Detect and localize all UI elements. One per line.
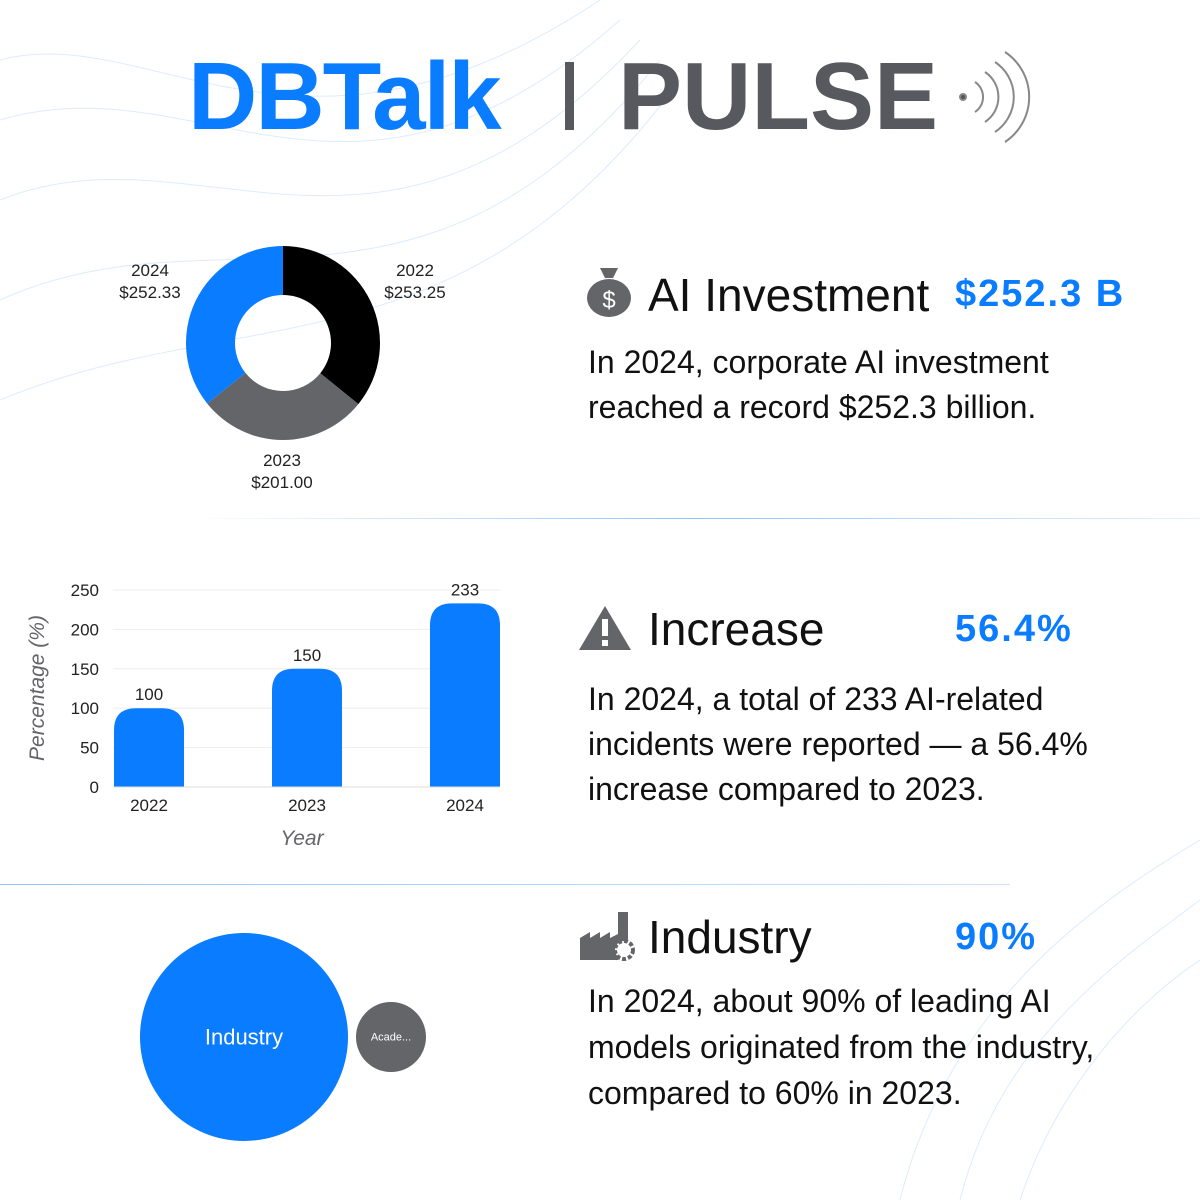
donut-label-2023: 2023 $201.00 [232,450,332,494]
donut-slice-2022 [283,246,380,405]
x-tick-label: 2022 [130,796,168,815]
bubble-1 [356,1002,426,1072]
y-axis-title: Percentage (%) [26,615,49,761]
donut-value: $201.00 [251,473,313,492]
donut-slice-2024 [185,246,283,404]
increase-title: Increase [648,603,825,655]
donut-value: $252.33 [119,283,181,302]
factory-icon [580,912,635,961]
y-tick-label: 250 [71,581,99,600]
industry-text: In 2024, about 90% of leading AI models … [588,983,1095,1111]
investment-text: In 2024, corporate AI investment reached… [588,344,1049,425]
product-logo: PULSE [618,43,939,150]
donut-year: 2022 [396,261,434,280]
y-tick-label: 200 [71,620,99,639]
donut-slice-2023 [207,372,359,441]
investment-title: AI Investment [648,269,930,321]
x-axis-title: Year [280,827,324,850]
increase-value: 56.4% [955,608,1073,650]
donut-label-2024: 2024 $252.33 [100,260,200,304]
donut-year: 2024 [131,261,169,280]
industry-title: Industry [648,911,812,963]
logo-separator [565,62,574,130]
divider [0,884,1010,885]
data-label: 233 [451,580,479,599]
y-tick-label: 50 [80,739,99,758]
signal-waves-icon [959,51,1031,143]
increase-text: In 2024, a total of 233 AI-related incid… [588,681,1088,807]
bubble-chart: Industry Acade... [140,933,426,1141]
donut-value: $253.25 [384,283,446,302]
y-tick-label: 100 [71,699,99,718]
brand-logo: DBTalk [188,43,502,150]
bar-2022 [114,708,184,787]
bar-2023 [272,668,342,787]
data-label: 150 [293,646,321,665]
donut-label-2022: 2022 $253.25 [365,260,465,304]
bubble-label: Industry [205,1024,283,1049]
x-tick-label: 2023 [288,796,326,815]
bubble-0 [140,933,348,1141]
bar-chart: 0 50 100 150 200 250 100 2022 150 2023 233 2024 Year… [26,580,500,850]
bar-2024 [430,603,500,787]
bubble-label: Acade... [371,1032,411,1044]
y-tick-label: 0 [90,778,99,797]
svg-text:$: $ [602,287,615,314]
donut-chart [185,246,380,441]
data-label: 100 [135,685,163,704]
divider [190,518,1200,519]
industry-value: 90% [955,916,1038,958]
money-bag-icon: $ [587,268,631,317]
y-tick-label: 150 [71,660,99,679]
donut-year: 2023 [263,451,301,470]
x-tick-label: 2024 [446,796,484,815]
investment-value: $252.3 B [955,273,1126,315]
warning-icon [579,606,631,650]
